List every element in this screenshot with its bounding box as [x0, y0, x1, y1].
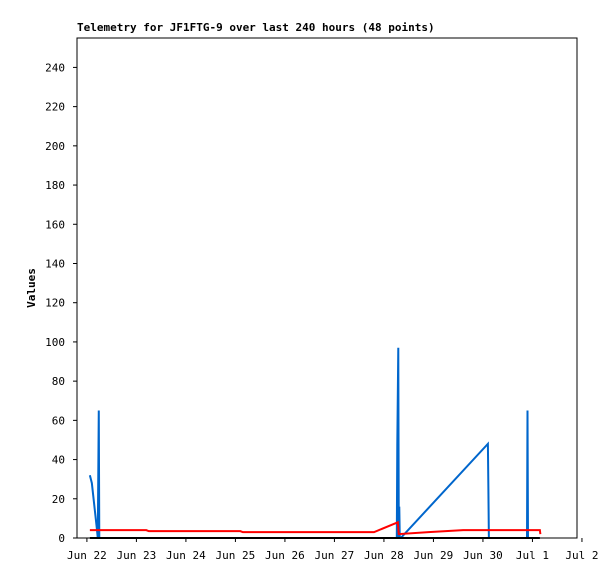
x-tick-label: Jul 1: [516, 549, 549, 562]
y-tick-label: 80: [52, 375, 65, 388]
x-tick-label: Jun 26: [265, 549, 305, 562]
x-tick-label: Jun 30: [463, 549, 503, 562]
plot-frame: [76, 37, 578, 539]
y-tick-label: 200: [45, 140, 65, 153]
chart-title: Telemetry for JF1FTG-9 over last 240 hou…: [77, 21, 435, 34]
y-tick-label: 60: [52, 414, 65, 427]
y-axis-label: Values: [25, 268, 38, 308]
y-tick-label: 220: [45, 101, 65, 114]
series-line: [89, 520, 542, 536]
y-tick-label: 20: [52, 493, 65, 506]
x-tick-label: Jun 23: [117, 549, 157, 562]
y-tick-label: 120: [45, 297, 65, 310]
x-tick-label: Jun 24: [166, 549, 206, 562]
y-tick-label: 40: [52, 454, 65, 467]
y-tick-label: 140: [45, 257, 65, 270]
x-tick-label: Jun 28: [364, 549, 404, 562]
x-tick-label: Jul 2: [565, 549, 598, 562]
x-tick-label: Jun 27: [315, 549, 355, 562]
series-line: [88, 347, 529, 539]
x-tick-label: Jun 29: [414, 549, 454, 562]
y-tick-label: 100: [45, 336, 65, 349]
y-tick-label: 180: [45, 179, 65, 192]
x-tick-label: Jun 25: [216, 549, 256, 562]
y-tick-label: 160: [45, 218, 65, 231]
y-tick-label: 240: [45, 61, 65, 74]
x-tick-label: Jun 22: [67, 549, 107, 562]
y-tick-label: 0: [58, 532, 65, 545]
